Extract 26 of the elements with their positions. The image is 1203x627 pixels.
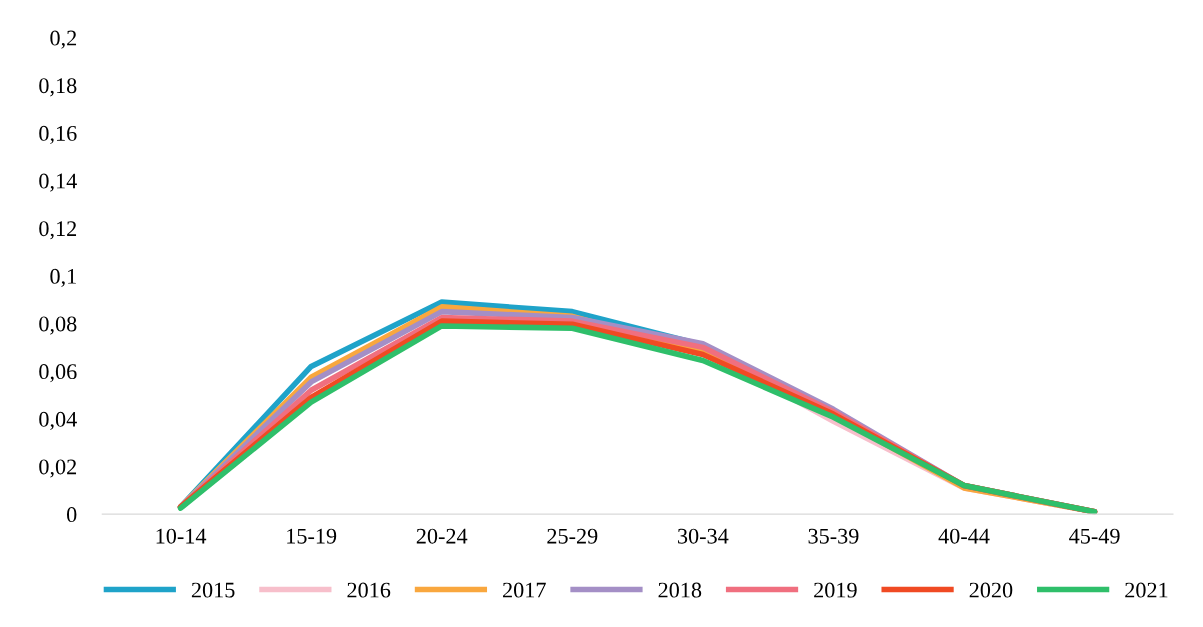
x-tick-label: 15-19: [287, 528, 337, 544]
x-tick-label: 45-49: [1069, 528, 1120, 544]
x-tick-label: 25-29: [547, 528, 598, 544]
legend-label: 2020: [969, 582, 1013, 598]
y-tick-label: 0,06: [39, 364, 77, 383]
legend-label: 2017: [503, 582, 546, 598]
y-tick-label: 0: [66, 507, 77, 523]
x-tick-label: 20-24: [416, 528, 468, 544]
y-tick-label: 0,14: [39, 173, 77, 192]
x-tick-label: 35-39: [808, 528, 859, 544]
y-tick-label: 0,18: [39, 78, 77, 97]
x-tick-label: 40-44: [938, 528, 990, 544]
legend-label: 2019: [814, 582, 857, 598]
y-tick-label: 0,08: [39, 316, 77, 335]
x-tick-label: 10-14: [156, 528, 207, 544]
y-tick-label: 0,02: [39, 459, 77, 478]
legend-label: 2016: [347, 582, 391, 598]
legend-label: 2021: [1125, 582, 1168, 598]
legend-label: 2018: [658, 582, 702, 598]
y-tick-label: 0,2: [50, 30, 77, 49]
y-tick-label: 0,12: [39, 221, 77, 240]
y-tick-label: 0,04: [39, 411, 77, 430]
x-tick-label: 30-34: [678, 528, 729, 544]
y-tick-label: 0,16: [39, 125, 77, 145]
y-tick-label: 0,1: [50, 268, 76, 288]
legend-label: 2015: [191, 582, 235, 598]
